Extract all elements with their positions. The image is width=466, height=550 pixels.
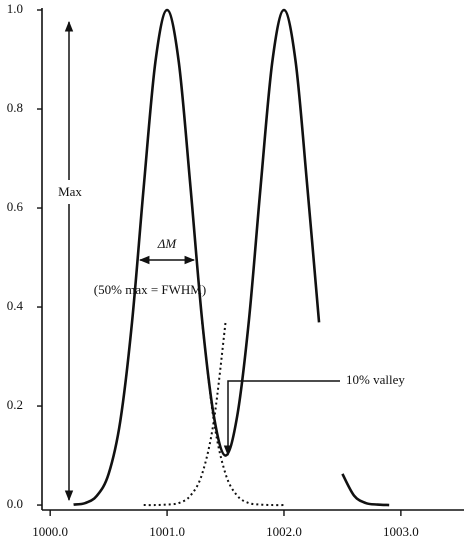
x-tick-label: 1003.0 xyxy=(383,524,419,539)
y-tick-label: 0.2 xyxy=(7,397,23,412)
valley-arrow xyxy=(223,380,340,457)
annotation: 10% valley xyxy=(346,372,405,387)
x-tick-label: 1001.0 xyxy=(149,524,185,539)
x-tick-label: 1002.0 xyxy=(266,524,302,539)
line-series xyxy=(73,8,321,506)
y-tick-label: 0.6 xyxy=(7,199,24,214)
y-tick-label: 0.8 xyxy=(7,100,23,115)
x-tick-label: 1000.0 xyxy=(32,524,68,539)
y-tick-label: 0.4 xyxy=(7,298,24,313)
annotation: Max xyxy=(58,184,82,199)
y-tick-label: 0.0 xyxy=(7,496,23,511)
annotation: ΔM xyxy=(157,236,178,251)
y-tick-label: 1.0 xyxy=(7,1,23,16)
annotation: (50% max = FWHM) xyxy=(94,282,206,297)
line-series xyxy=(341,473,390,507)
label-bg xyxy=(55,180,85,204)
